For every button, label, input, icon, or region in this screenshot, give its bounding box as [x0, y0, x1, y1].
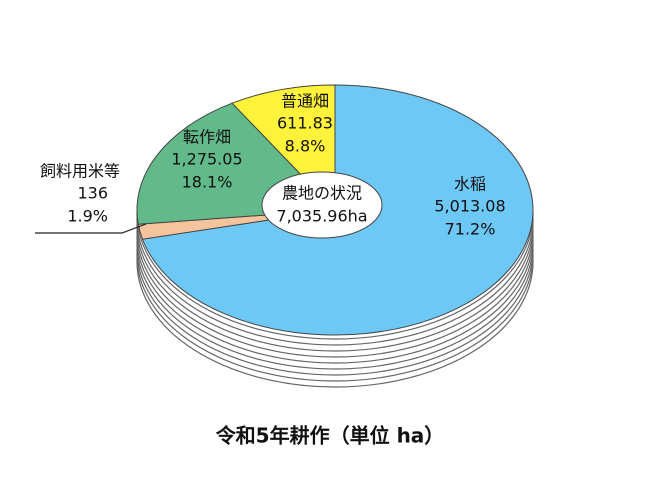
center-total: 7,035.96ha — [276, 207, 367, 226]
center-badge — [261, 171, 383, 239]
slice-name: 飼料用米等 — [40, 162, 120, 181]
slice-percent: 8.8% — [285, 137, 326, 156]
slice-name: 水稲 — [454, 175, 486, 194]
center-title: 農地の状況 — [282, 184, 362, 203]
slice-value: 5,013.08 — [434, 197, 505, 216]
slice-value: 1,275.05 — [171, 150, 242, 169]
leader-line — [35, 223, 147, 234]
slice-percent: 1.9% — [67, 207, 108, 226]
chart-title: 令和5年耕作（単位 ha） — [216, 424, 445, 448]
slice-name: 普通畑 — [281, 92, 329, 111]
slice-value: 136 — [77, 184, 108, 203]
slice-percent: 18.1% — [182, 173, 233, 192]
slice-name: 転作畑 — [183, 128, 231, 147]
slice-value: 611.83 — [277, 114, 333, 133]
slice-percent: 71.2% — [445, 220, 496, 239]
